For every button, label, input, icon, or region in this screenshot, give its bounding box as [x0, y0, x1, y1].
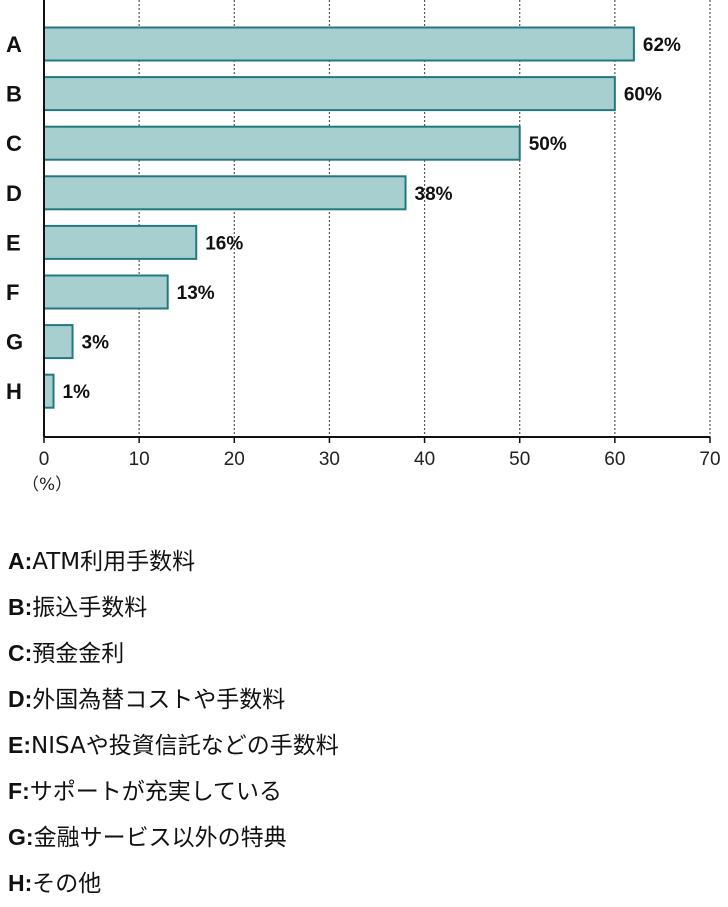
axes [43, 0, 711, 443]
legend-description: 預金金利 [32, 641, 125, 667]
legend-key: G [8, 824, 26, 850]
category-label: D [6, 181, 22, 206]
value-label: 16% [205, 233, 243, 254]
legend-item: C:預金金利 [8, 630, 339, 676]
x-tick-label: 60 [604, 449, 625, 470]
value-label: 13% [177, 283, 215, 304]
legend-item: D:外国為替コストや手数料 [8, 676, 339, 722]
x-tick-label: 30 [319, 449, 340, 470]
category-label: C [6, 131, 22, 156]
bar [43, 324, 74, 360]
value-label: 1% [63, 382, 91, 403]
category-label: E [6, 230, 21, 255]
bar [43, 373, 55, 409]
legend-separator: : [24, 548, 33, 574]
legend-description: その他 [32, 871, 102, 897]
x-tick-label: 0 [39, 449, 50, 470]
legend-description: 金融サービス以外の特典 [33, 825, 287, 851]
category-label: B [6, 82, 22, 107]
legend-separator: : [25, 824, 34, 850]
bar [43, 224, 198, 260]
legend-separator: : [24, 870, 33, 896]
category-label: F [6, 280, 19, 305]
category-label: A [6, 32, 22, 57]
legend-key: H [8, 870, 25, 896]
legend-description: 外国為替コストや手数料 [32, 687, 286, 713]
x-tick-label: 10 [129, 449, 150, 470]
value-label: 3% [82, 333, 110, 354]
legend-description: NISAや投資信託などの手数料 [31, 733, 339, 759]
legend-separator: : [24, 686, 33, 712]
legend-separator: : [22, 778, 30, 804]
x-axis-unit-label: （%） [22, 475, 72, 495]
x-tick-label: 50 [509, 449, 530, 470]
legend-item: A:ATM利用手数料 [8, 538, 339, 584]
bars [43, 26, 635, 409]
bar [43, 175, 407, 211]
legend-separator: : [23, 732, 32, 758]
x-tick-label: 20 [224, 449, 245, 470]
bar [43, 125, 521, 161]
legend-item: F:サポートが充実している [8, 768, 339, 814]
legend-key: A [8, 548, 25, 574]
legend-key: C [8, 640, 25, 666]
value-label: 62% [643, 35, 681, 56]
legend-description: サポートが充実している [29, 779, 283, 805]
legend-key: E [8, 732, 24, 758]
legend-separator: : [24, 594, 33, 620]
legend-key: F [8, 778, 23, 804]
legend-item: E:NISAや投資信託などの手数料 [8, 722, 339, 768]
category-label: G [6, 330, 23, 355]
value-label: 38% [415, 184, 453, 205]
legend-item: B:振込手数料 [8, 584, 339, 630]
category-legend: A:ATM利用手数料 B:振込手数料 C:預金金利 D:外国為替コストや手数料 E:NI… [8, 538, 339, 906]
legend-description: ATM利用手数料 [32, 549, 196, 575]
bar [43, 26, 635, 62]
bar [43, 274, 169, 310]
x-tick-label: 70 [699, 449, 720, 470]
legend-separator: : [24, 640, 33, 666]
value-label: 50% [529, 134, 567, 155]
legend-key: B [8, 594, 25, 620]
x-tick-label: 40 [414, 449, 435, 470]
value-label: 60% [624, 85, 662, 106]
x-tick-labels: 0 10 20 30 40 50 60 70 [39, 449, 721, 470]
legend-key: D [8, 686, 25, 712]
legend-item: H:その他 [8, 860, 339, 906]
bar [43, 76, 616, 112]
gridlines [138, 0, 711, 437]
legend-item: G:金融サービス以外の特典 [8, 814, 339, 860]
category-label: H [6, 379, 22, 404]
value-labels: 62% 60% 50% 38% 16% 13% 3% 1% [63, 35, 682, 403]
legend-description: 振込手数料 [32, 595, 148, 621]
